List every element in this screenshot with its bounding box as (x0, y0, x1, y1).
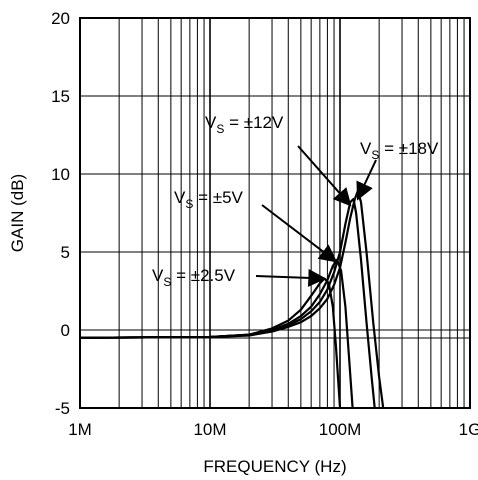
y-axis-label: GAIN (dB) (8, 174, 27, 252)
y-tick-label: -5 (55, 399, 70, 418)
x-tick-label: 100M (319, 420, 362, 439)
y-tick-label: 10 (51, 165, 70, 184)
series-line-2 (80, 197, 376, 408)
x-tick-label: 1G (459, 420, 478, 439)
series-line-3 (80, 190, 385, 408)
plot-frame (79, 17, 471, 409)
x-tick-label: 1M (68, 420, 92, 439)
series-label-1: VS = ±5V (174, 188, 244, 211)
grid (80, 18, 470, 408)
series-label-0: VS = ±2.5V (152, 266, 236, 289)
series-annotations: VS = ±2.5V VS = ±5V VS = ±12V VS = ±18V (152, 113, 439, 289)
series-label-3: VS = ±18V (360, 139, 439, 162)
y-tick-label: 0 (61, 321, 70, 340)
tick-labels: 1M 10M 100M 1G -5 0 5 10 15 20 (51, 9, 478, 439)
annotation-arrow-3 (356, 159, 377, 201)
y-tick-label: 15 (51, 87, 70, 106)
y-tick-label: 5 (61, 243, 70, 262)
x-axis-label: FREQUENCY (Hz) (203, 457, 346, 476)
annotation-arrow-1 (261, 204, 338, 263)
series-label-2: VS = ±12V (205, 113, 284, 136)
series-lines (80, 190, 385, 408)
y-tick-label: 20 (51, 9, 70, 28)
x-tick-label: 10M (193, 420, 226, 439)
annotation-arrow-2 (297, 145, 352, 207)
annotation-arrow-0 (255, 268, 327, 287)
